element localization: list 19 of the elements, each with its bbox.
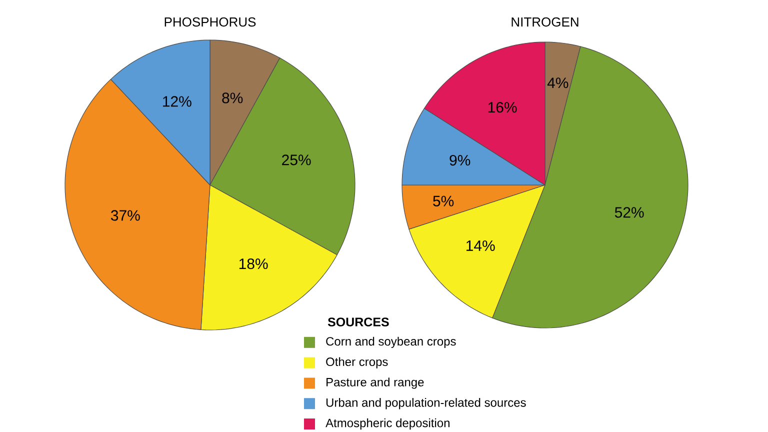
legend-title: SOURCES xyxy=(328,318,389,326)
data-label: 25% xyxy=(282,154,311,166)
data-label: 5% xyxy=(433,196,454,206)
legend-label: Atmospheric deposition xyxy=(326,418,450,430)
chart-title: NITROGEN xyxy=(512,17,578,27)
data-label: 52% xyxy=(614,207,644,218)
data-label: 8% xyxy=(222,92,243,104)
data-label: 18% xyxy=(239,258,268,270)
data-label: 12% xyxy=(163,96,192,107)
legend-label: Urban and population-related sources xyxy=(326,398,526,410)
legend-label: Pasture and range xyxy=(326,378,424,389)
data-label: 37% xyxy=(110,210,140,221)
data-label: 4% xyxy=(547,78,568,88)
data-label: 14% xyxy=(466,240,495,251)
legend-label: Other crops xyxy=(326,357,388,368)
data-label: 9% xyxy=(450,154,470,166)
legend-label: Corn and soybean crops xyxy=(326,336,456,348)
chart-title: PHOSPHORUS xyxy=(164,17,256,27)
data-label: 16% xyxy=(488,102,517,113)
